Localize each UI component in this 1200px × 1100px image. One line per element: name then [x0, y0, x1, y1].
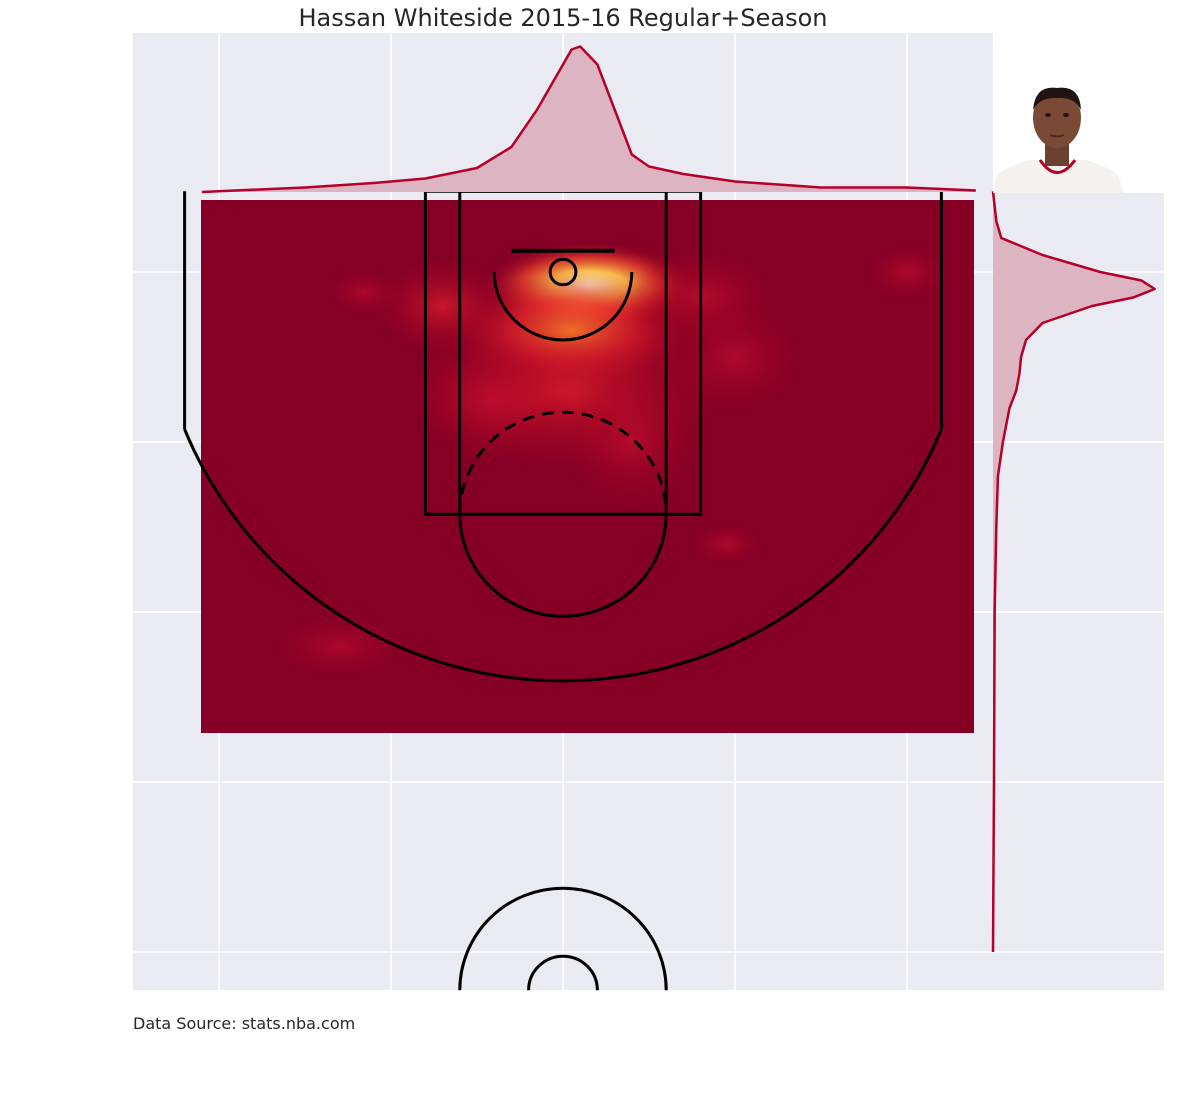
marginal-y-line: [991, 191, 1156, 953]
mouth: [1049, 134, 1065, 138]
eye-right: [1063, 113, 1069, 117]
heatmap-hotspot: [373, 257, 512, 355]
heatmap-hotspot: [270, 613, 409, 679]
heatmap-hotspot: [687, 522, 765, 566]
heatmap-hotspot: [563, 374, 701, 510]
hoop: [548, 257, 578, 287]
heatmap-hotspot: [411, 345, 577, 454]
chart-title: Hassan Whiteside 2015-16 Regular+Season: [298, 4, 828, 32]
marginal-x-line: [201, 45, 976, 194]
center-inner-arc: [527, 954, 599, 991]
data-source-note: Data Source: stats.nba.com: [133, 1014, 356, 1033]
marginal-y-fill: [993, 191, 1155, 952]
center-outer-arc: [458, 886, 668, 991]
heatmap-hotspot: [326, 270, 404, 315]
eye-left: [1045, 113, 1051, 117]
free-throw-bottom-arc: [458, 514, 668, 618]
marginal-x-density: [201, 45, 976, 194]
jersey: [993, 160, 1124, 193]
hair: [1033, 87, 1081, 110]
marginal-x-fill: [201, 46, 976, 192]
density-heatmap: [201, 200, 974, 733]
heatmap-hotspot: [666, 302, 804, 412]
marginal-y-density: [991, 191, 1156, 953]
face: [1033, 88, 1081, 148]
jersey-collar: [1038, 159, 1077, 174]
player-portrait: [993, 87, 1124, 193]
three-point-arc: [183, 428, 943, 683]
restricted-area-arc: [492, 271, 634, 342]
heatmap-hotspot: [865, 244, 949, 300]
free-throw-top-arc: [458, 410, 668, 515]
